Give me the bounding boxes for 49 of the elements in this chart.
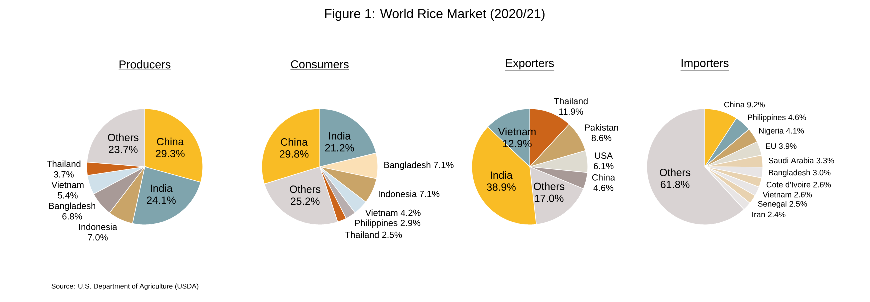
data-label: 2.9% (400, 220, 421, 226)
data-label: 29.8% (280, 150, 309, 158)
slice-label: Thailand (345, 232, 379, 238)
data-label: 23.7% (109, 146, 138, 154)
data-label: 2.5% (382, 232, 402, 238)
slice-label: USA (595, 152, 614, 160)
data-label: 5.4% (58, 192, 78, 199)
slice-label: India (329, 132, 352, 140)
data-label: 8.6% (592, 135, 612, 142)
data-label: 61.8% (660, 180, 690, 188)
chart-title: Exporters (506, 59, 554, 70)
text: Figure 1: World Rice Market (2020/21) (325, 8, 545, 22)
data-label: 4.2% (400, 210, 421, 216)
slice-label: Vietnam (366, 210, 398, 216)
data-label: 7.0% (88, 234, 108, 241)
data-label: 17.0% (535, 194, 564, 202)
data-label: 6.1% (594, 163, 614, 170)
data-label: 38.9% (487, 184, 516, 192)
slice-label: Others (660, 168, 691, 176)
data-label: 21.2% (325, 144, 354, 152)
slice-label: Others (108, 134, 139, 142)
slice-label: India (151, 184, 173, 192)
data-label: 6.8% (62, 213, 82, 220)
data-label: 4.6% (594, 184, 614, 192)
data-label: 29.3% (156, 150, 185, 158)
data-label: 3.7% (54, 171, 74, 178)
slice-label: India (491, 171, 513, 180)
slice-label: Philippines (355, 220, 398, 228)
slice-label: Bangladesh (49, 202, 96, 212)
slice-label: Others (534, 182, 565, 190)
slice-label: Thailand (47, 160, 81, 168)
slice-label: China (592, 174, 616, 181)
chart-title: Consumers (291, 60, 349, 69)
slice-label: Vietnam (52, 182, 84, 188)
slice-label: Pakistan (585, 124, 618, 131)
chart-title: Importers (682, 59, 729, 70)
data-label: 11.9% (560, 108, 584, 116)
data-label: 7.1% (434, 162, 454, 168)
slice-label: Indonesia (378, 190, 418, 198)
slice-label: Bangladesh (384, 162, 431, 170)
data-label: 7.1% (420, 191, 440, 198)
chart-title: Producers (120, 60, 171, 69)
slice-label: Others (290, 185, 321, 194)
slice-label: Indonesia (79, 224, 118, 230)
data-label: 24.1% (147, 196, 176, 204)
slice-label: Thailand (554, 98, 588, 105)
data-label: 25.2% (291, 198, 320, 206)
slice-label: China (281, 138, 308, 146)
slice-label: China (157, 138, 184, 146)
